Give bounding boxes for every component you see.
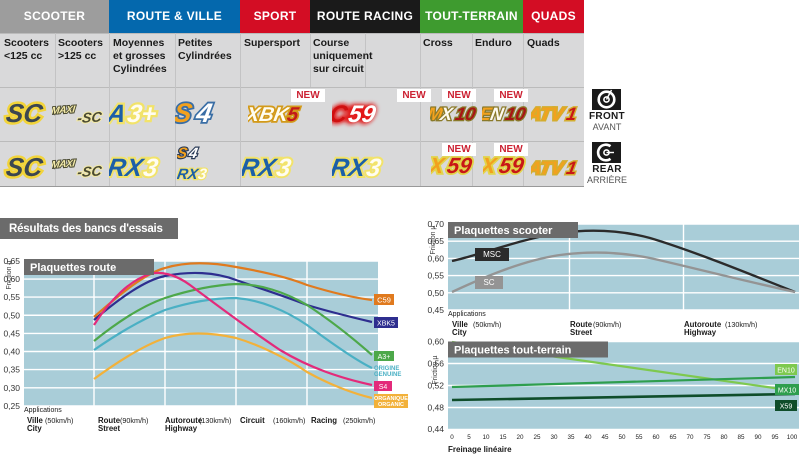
- svg-text:(50km/h): (50km/h): [45, 416, 73, 425]
- svg-text:0,48: 0,48: [427, 403, 444, 413]
- svg-text:Racing: Racing: [311, 416, 337, 425]
- svg-text:100: 100: [787, 434, 798, 441]
- svg-text:(130km/h): (130km/h): [199, 416, 231, 425]
- svg-text:85: 85: [737, 434, 745, 441]
- svg-text:(250km/h): (250km/h): [343, 416, 375, 425]
- svg-text:Highway: Highway: [684, 328, 717, 337]
- svg-text:Applications: Applications: [448, 311, 486, 318]
- svg-text:0,35: 0,35: [3, 365, 20, 375]
- svg-text:MSC: MSC: [483, 250, 501, 259]
- svg-text:XBK5: XBK5: [377, 321, 395, 328]
- svg-text:0: 0: [450, 434, 454, 441]
- svg-text:(90km/h): (90km/h): [593, 320, 621, 329]
- svg-text:0,40: 0,40: [3, 347, 20, 357]
- svg-text:X59: X59: [780, 404, 793, 411]
- svg-text:0,44: 0,44: [427, 424, 444, 434]
- svg-text:Highway: Highway: [165, 424, 198, 433]
- svg-text:City: City: [27, 424, 42, 433]
- svg-text:0,25: 0,25: [3, 401, 20, 411]
- svg-text:0,30: 0,30: [3, 383, 20, 393]
- svg-text:35: 35: [567, 434, 575, 441]
- svg-text:0,45: 0,45: [3, 329, 20, 339]
- svg-text:0,50: 0,50: [427, 288, 444, 298]
- svg-text:Street: Street: [98, 424, 121, 433]
- svg-text:Plaquettes tout-terrain: Plaquettes tout-terrain: [454, 345, 572, 357]
- svg-text:Freinage linéaire: Freinage linéaire: [448, 445, 512, 454]
- svg-text:MX10: MX10: [778, 388, 796, 395]
- svg-text:EN10: EN10: [777, 368, 795, 375]
- svg-text:80: 80: [720, 434, 728, 441]
- svg-text:Plaquettes route: Plaquettes route: [30, 262, 116, 274]
- svg-text:C59: C59: [377, 296, 391, 305]
- svg-text:0,45: 0,45: [427, 305, 444, 315]
- svg-text:(160km/h): (160km/h): [273, 416, 305, 425]
- svg-text:20: 20: [516, 434, 524, 441]
- svg-text:Friction µ: Friction µ: [430, 226, 437, 255]
- svg-text:10: 10: [482, 434, 490, 441]
- svg-text:(90km/h): (90km/h): [120, 416, 148, 425]
- svg-text:40: 40: [584, 434, 592, 441]
- svg-text:Circuit: Circuit: [240, 416, 265, 425]
- svg-text:30: 30: [550, 434, 558, 441]
- svg-text:SC: SC: [483, 278, 494, 287]
- svg-text:ORGANIC: ORGANIC: [378, 402, 404, 408]
- svg-text:GENUINE: GENUINE: [374, 372, 401, 378]
- svg-text:70: 70: [686, 434, 694, 441]
- svg-text:0,55: 0,55: [3, 292, 20, 302]
- svg-text:25: 25: [533, 434, 541, 441]
- svg-text:95: 95: [771, 434, 779, 441]
- svg-text:0,55: 0,55: [427, 271, 444, 281]
- svg-text:Street: Street: [570, 328, 593, 337]
- svg-text:90: 90: [754, 434, 762, 441]
- svg-text:(130km/h): (130km/h): [725, 320, 757, 329]
- svg-text:Plaquettes scooter: Plaquettes scooter: [454, 225, 553, 237]
- svg-text:A3+: A3+: [378, 354, 391, 361]
- svg-text:(50km/h): (50km/h): [473, 320, 501, 329]
- svg-text:0,50: 0,50: [3, 311, 20, 321]
- svg-text:15: 15: [499, 434, 507, 441]
- svg-text:60: 60: [652, 434, 660, 441]
- svg-text:Friction µ: Friction µ: [432, 356, 439, 385]
- svg-text:Friction µ: Friction µ: [6, 261, 13, 290]
- svg-text:50: 50: [618, 434, 626, 441]
- svg-text:City: City: [452, 328, 467, 337]
- svg-text:0,60: 0,60: [427, 337, 444, 347]
- svg-text:S4: S4: [379, 384, 388, 391]
- svg-text:75: 75: [703, 434, 711, 441]
- svg-text:55: 55: [635, 434, 643, 441]
- svg-text:45: 45: [601, 434, 609, 441]
- svg-text:5: 5: [467, 434, 471, 441]
- svg-text:65: 65: [669, 434, 677, 441]
- svg-text:Applications: Applications: [24, 407, 62, 414]
